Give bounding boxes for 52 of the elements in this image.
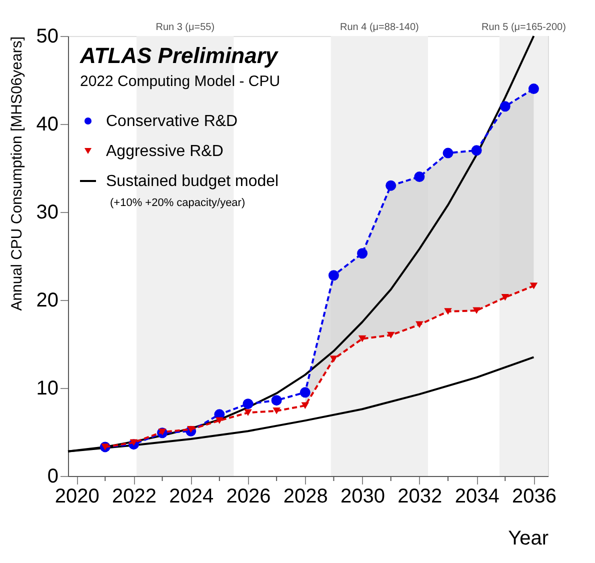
point [528,84,539,94]
y-tick-label: 10 [36,378,58,400]
point [271,395,282,406]
point [272,408,280,414]
annotation: (+10% +20% capacity/year) [110,197,246,209]
point [158,428,166,436]
band-label: Run 3 (μ=55) [156,22,215,33]
x-tick-label: 2022 [112,486,156,508]
point [471,145,482,156]
y-tick-label: 50 [36,26,58,48]
point [501,294,510,301]
x-tick-label: 2034 [454,486,500,508]
y-axis-title: Annual CPU Consumption [MHS06years] [8,36,26,311]
point [328,270,339,281]
point [186,426,195,433]
text: 2022 Computing Model - CPU [80,73,280,90]
point [130,439,138,446]
point [530,282,538,290]
legend-label: Sustained budget model [106,173,279,190]
point [330,356,338,362]
x-tick-label: 2028 [283,486,328,508]
x-tick-label: 2026 [226,486,271,508]
point [357,248,368,259]
point [444,308,452,315]
x-axis-title: Year [508,528,549,550]
point [416,321,424,328]
point [216,417,224,424]
point [386,180,396,191]
x-tick-label: 2024 [169,486,214,508]
point [300,387,310,398]
point [442,148,454,158]
x-tick-label: 2036 [512,486,556,508]
point [301,402,310,409]
y-tick-label: 40 [36,114,58,136]
x-tick-label: 2030 [340,486,386,508]
y-tick-label: 0 [47,466,58,488]
band-label: Run 4 (μ=88-140) [340,22,419,33]
x-tick-label: 2032 [398,486,442,508]
legend-label: Conservative R&D [106,113,238,130]
x-tick-label: 2020 [54,486,100,508]
chart-title: ATLAS Preliminary [79,43,280,68]
legend-label: Aggressive R&D [106,143,224,160]
point [414,172,425,182]
point [500,101,510,112]
point [242,398,254,410]
point [358,335,366,342]
y-tick-label: 30 [36,202,58,224]
band-label: Run 5 (μ=165-200) [481,22,566,33]
point [472,307,480,314]
point [244,409,252,416]
point [386,332,395,339]
y-tick-label: 20 [36,290,58,312]
